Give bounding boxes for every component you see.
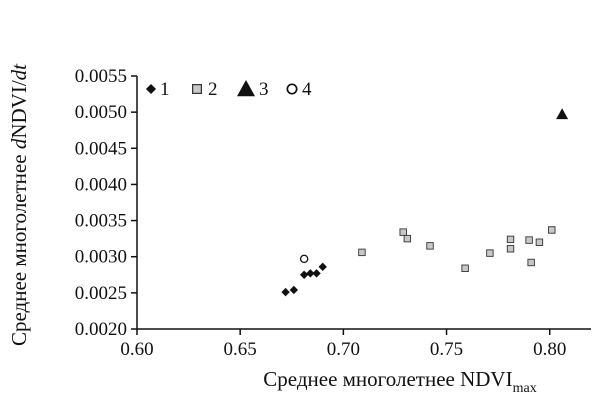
- x-tick-label: 0.70: [327, 339, 360, 360]
- data-point-series-2: [461, 264, 469, 272]
- y-tick-label: 0.0025: [75, 283, 127, 304]
- data-point-series-2: [403, 234, 412, 243]
- y-axis-title-italic-d: d: [7, 138, 31, 149]
- x-axis-title-main: Среднее многолетнее NDVI: [263, 367, 512, 391]
- data-point-series-1: [299, 270, 309, 279]
- legend-label-2: 2: [208, 79, 218, 100]
- y-tick-label: 0.0040: [75, 174, 127, 195]
- legend-label-3: 3: [259, 79, 269, 100]
- data-point-series-2: [486, 249, 494, 257]
- data-point-series-2: [358, 248, 366, 257]
- x-tick-label: 0.80: [533, 339, 566, 360]
- legend-marker-4: [286, 83, 298, 95]
- legend: 1 2 3 4: [145, 79, 312, 100]
- x-axis-title-sub: max: [513, 381, 537, 396]
- data-point-series-2: [426, 242, 434, 250]
- y-axis-title: Среднее многолетнее dNDVI/dt: [7, 63, 31, 346]
- data-point-series-1: [318, 262, 327, 272]
- y-tick-label: 0.0030: [75, 247, 127, 268]
- data-point-series-3: [556, 108, 569, 120]
- data-point-series-2: [525, 236, 533, 244]
- x-tick-label: 0.65: [224, 339, 257, 360]
- legend-marker-3: [237, 80, 255, 97]
- x-tick-label: 0.75: [430, 339, 463, 360]
- data-point-series-2: [399, 228, 407, 236]
- y-axis-title-mid: NDVI/: [7, 80, 31, 138]
- legend-label-4: 4: [302, 79, 312, 100]
- data-point-series-2: [535, 238, 544, 246]
- data-point-series-1: [281, 287, 290, 297]
- y-tick-label: 0.0020: [75, 319, 127, 340]
- legend-marker-1: [145, 83, 157, 95]
- data-point-series-2: [548, 226, 556, 234]
- y-tick-label: 0.0050: [75, 102, 127, 123]
- legend-marker-2: [192, 84, 202, 94]
- data-point-series-1: [306, 269, 315, 278]
- x-tick-label: 0.60: [120, 339, 153, 360]
- y-axis-ticks: 0.0020 0.0025 0.0030 0.0035 0.0040 0.0045 0.00…: [75, 66, 137, 340]
- data-point-series-1: [289, 285, 299, 295]
- legend-label-1: 1: [160, 79, 170, 100]
- y-tick-label: 0.0045: [75, 138, 127, 159]
- y-tick-label: 0.0035: [75, 211, 127, 232]
- data-point-series-1: [312, 269, 321, 278]
- y-axis-title-main: Среднее многолетнее: [7, 149, 31, 346]
- data-points: [281, 108, 569, 297]
- axes: [136, 76, 591, 330]
- y-tick-label: 0.0055: [75, 66, 127, 87]
- data-point-series-2: [506, 235, 515, 244]
- data-point-series-4: [299, 254, 309, 264]
- y-axis-title-italic-dt: dt: [7, 63, 31, 81]
- x-axis-ticks: 0.60 0.65 0.70 0.75 0.80: [120, 329, 566, 360]
- data-point-series-2: [506, 245, 515, 253]
- x-axis-title: Среднее многолетнее NDVImax: [263, 367, 536, 396]
- data-point-series-2: [527, 258, 535, 267]
